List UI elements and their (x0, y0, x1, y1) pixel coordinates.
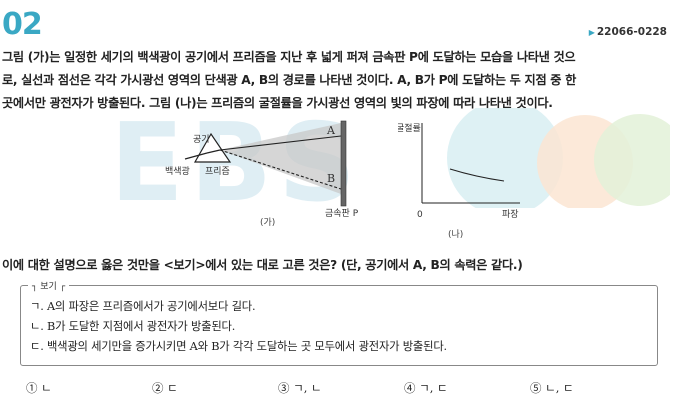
x-axis-label: 파장 (502, 209, 519, 220)
label-air: 공기 (193, 134, 210, 145)
choice-3[interactable]: ③ ㄱ, ㄴ (278, 381, 322, 395)
bogi-item-3: ㄷ. 백색광의 세기만을 증가시키면 A와 B가 각각 도달하는 곳 모두에서 … (30, 340, 447, 353)
label-metal-plate: 금속판 P (325, 208, 359, 219)
ray-a-solid (219, 135, 342, 151)
label-prism: 프리즘 (205, 166, 230, 177)
stem-line-2: 로, 실선과 점선은 각각 가시광선 영역의 단색광 A, B의 경로를 나타낸… (2, 73, 577, 87)
question-number: 02 (2, 7, 43, 42)
prism-shape (193, 132, 232, 163)
refractive-index-curve (449, 168, 505, 182)
caption-b-text: (나) (448, 230, 464, 240)
figure-a-prism: 공기 백색광 프리즘 A B 금속판 P (가) (165, 120, 359, 227)
label-a: A (326, 124, 336, 137)
y-axis-label: 굴절률 (398, 122, 421, 134)
choice-5[interactable]: ⑤ ㄴ, ㄷ (530, 381, 574, 395)
dispersed-light-fan (220, 123, 341, 194)
caption-a: (가) (260, 217, 275, 227)
bogi-label: ┐ 보기 ┌ (28, 279, 70, 292)
bogi-item-1: ㄱ. A의 파장은 프리즘에서가 공기에서보다 길다. (30, 300, 256, 313)
bogi-label-text: 보기 (40, 282, 57, 292)
ray-b-dashed (219, 149, 342, 190)
choice-2[interactable]: ② ㄷ (152, 381, 178, 395)
stem-line-3: 곳에서만 광전자가 방출된다. 그림 (나)는 프리즘의 굴절률을 가시광선 영… (2, 96, 553, 110)
metal-plate (340, 120, 347, 207)
triangle-icon: ▶ (588, 28, 595, 37)
watermark-circle-green (594, 114, 670, 206)
choice-4[interactable]: ④ ㄱ, ㄷ (404, 381, 448, 395)
choice-1[interactable]: ① ㄴ (26, 381, 52, 395)
watermark-circle-blue (447, 108, 563, 208)
bogi-item-2: ㄴ. B가 도달한 지점에서 광전자가 방출된다. (30, 320, 236, 333)
question-code-text: 22066-0228 (596, 26, 667, 38)
question-prompt: 이에 대한 설명으로 옳은 것만을 <보기>에서 있는 대로 고른 것은? (단… (2, 258, 523, 272)
origin-label: 0 (417, 210, 423, 220)
bogi-box (20, 285, 658, 366)
label-b: B (327, 172, 335, 185)
stem-line-1: 그림 (가)는 일정한 세기의 백색광이 공기에서 프리즘을 지난 후 넓게 퍼… (2, 50, 576, 64)
question-code: ▶ 22066-0228 (589, 26, 667, 38)
white-light-ray (184, 152, 208, 160)
figure-b-graph: 굴절률 0 파장 (398, 122, 520, 220)
label-white-light: 백색광 (165, 165, 190, 177)
